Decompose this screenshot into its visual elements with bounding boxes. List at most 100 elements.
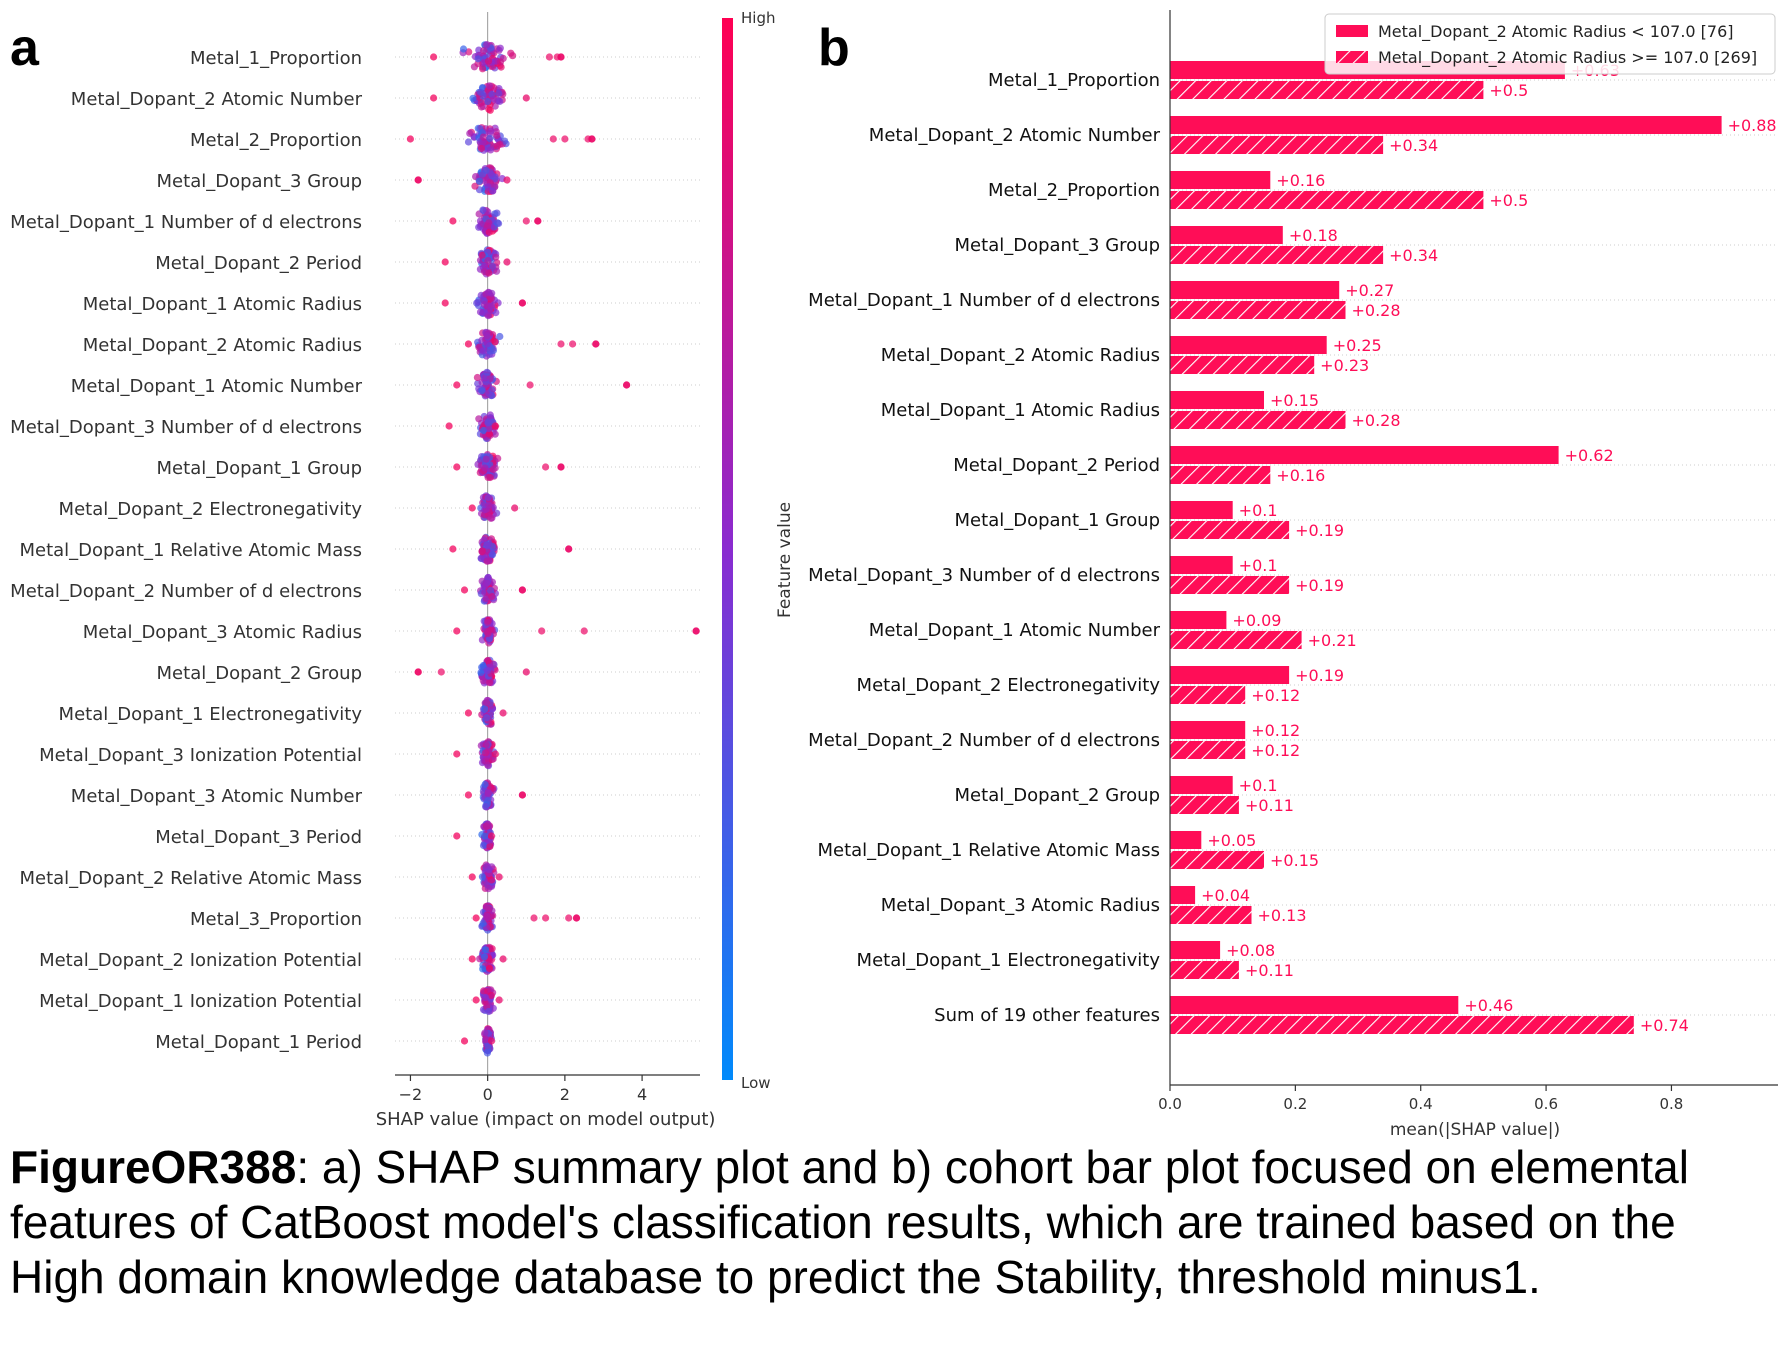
category-label: Metal_Dopant_2 Group bbox=[955, 785, 1160, 806]
category-label: Metal_Dopant_1 Number of d electrons bbox=[808, 290, 1160, 311]
shap-point bbox=[478, 873, 486, 881]
shap-point bbox=[466, 129, 474, 137]
shap-point bbox=[449, 217, 457, 225]
bar-cohort-2 bbox=[1170, 741, 1246, 759]
x-axis-label: SHAP value (impact on model output) bbox=[376, 1109, 716, 1130]
shap-point bbox=[486, 106, 494, 114]
shap-point bbox=[483, 862, 491, 870]
shap-point bbox=[486, 347, 494, 355]
shap-point bbox=[464, 340, 472, 348]
shap-point bbox=[484, 797, 492, 805]
shap-point bbox=[489, 551, 497, 559]
bar-value-label: +0.1 bbox=[1239, 776, 1278, 795]
bar-cohort-2 bbox=[1170, 466, 1271, 484]
category-label: Metal_Dopant_1 Atomic Number bbox=[869, 620, 1161, 641]
shap-outlier-point bbox=[557, 463, 565, 471]
bar-value-label: +0.19 bbox=[1295, 666, 1344, 685]
shap-point bbox=[468, 955, 476, 963]
category-label: Metal_Dopant_2 Electronegativity bbox=[857, 675, 1161, 696]
shap-point bbox=[479, 919, 487, 928]
shap-point bbox=[489, 187, 497, 195]
shap-point bbox=[481, 946, 489, 954]
shap-point bbox=[482, 455, 490, 463]
shap-outlier-point bbox=[557, 340, 565, 348]
bar-cohort-2 bbox=[1170, 686, 1246, 704]
shap-point bbox=[484, 419, 492, 427]
shap-point bbox=[453, 381, 461, 389]
shap-point bbox=[483, 557, 491, 565]
shap-point bbox=[475, 177, 483, 185]
shap-point bbox=[488, 289, 496, 297]
shap-point bbox=[487, 586, 495, 595]
feature-label: Metal_Dopant_1 Electronegativity bbox=[59, 704, 363, 725]
shap-point bbox=[484, 761, 492, 769]
shap-outlier-point bbox=[518, 586, 527, 594]
shap-outlier-point bbox=[572, 914, 581, 922]
shap-point bbox=[459, 45, 468, 53]
feature-label: Metal_Dopant_3 Atomic Number bbox=[71, 786, 363, 807]
shap-point bbox=[488, 876, 496, 884]
bar-value-label: +0.34 bbox=[1389, 136, 1438, 155]
shap-point bbox=[453, 463, 461, 471]
shap-point bbox=[496, 44, 504, 52]
shap-point bbox=[482, 993, 490, 1002]
shap-point bbox=[496, 97, 504, 105]
shap-point bbox=[476, 308, 485, 316]
category-label: Metal_Dopant_1 Group bbox=[955, 510, 1160, 531]
shap-point bbox=[480, 987, 488, 995]
shap-point bbox=[491, 422, 499, 430]
bar-value-label: +0.27 bbox=[1345, 281, 1394, 300]
shap-point bbox=[485, 302, 493, 310]
shap-point bbox=[472, 996, 480, 1004]
shap-point bbox=[453, 832, 461, 840]
shap-point bbox=[473, 373, 481, 382]
shap-point bbox=[499, 955, 507, 963]
shap-point bbox=[487, 986, 495, 994]
shap-point bbox=[483, 714, 491, 722]
shap-point bbox=[480, 47, 488, 55]
shap-outlier-point bbox=[530, 914, 538, 922]
shap-point bbox=[485, 82, 493, 90]
shap-outlier-point bbox=[557, 53, 565, 61]
category-label: Metal_1_Proportion bbox=[988, 70, 1160, 91]
bar-cohort-1 bbox=[1170, 556, 1233, 574]
shap-point bbox=[483, 41, 491, 49]
shap-point bbox=[484, 493, 492, 502]
bar-cohort-2 bbox=[1170, 796, 1239, 814]
shap-point bbox=[482, 699, 490, 707]
shap-point bbox=[487, 832, 496, 840]
shap-outlier-point bbox=[692, 627, 700, 635]
shap-point bbox=[469, 94, 477, 102]
shap-point bbox=[486, 842, 494, 851]
shap-point bbox=[482, 749, 490, 757]
shap-outlier-point bbox=[623, 381, 631, 389]
shap-point bbox=[495, 996, 503, 1004]
bar-cohort-2 bbox=[1170, 411, 1346, 429]
shap-point bbox=[496, 58, 505, 66]
shap-point bbox=[487, 295, 495, 303]
legend-swatch-cohort-1 bbox=[1336, 25, 1368, 37]
shap-point bbox=[479, 841, 488, 850]
bar-cohort-2 bbox=[1170, 521, 1290, 539]
bar-value-label: +0.18 bbox=[1289, 226, 1338, 245]
shap-point bbox=[485, 228, 493, 236]
shap-point bbox=[430, 94, 438, 102]
shap-point bbox=[464, 791, 472, 799]
category-label: Metal_Dopant_3 Group bbox=[955, 235, 1160, 256]
bar-value-label: +0.62 bbox=[1565, 446, 1614, 465]
shap-point bbox=[480, 511, 489, 519]
shap-summary-plot: Metal_1_Proportion Metal_Dopant_2 Atomic … bbox=[10, 9, 795, 1130]
bar-cohort-2 bbox=[1170, 1016, 1634, 1034]
shap-point bbox=[481, 832, 489, 840]
shap-point bbox=[486, 964, 494, 973]
shap-point bbox=[488, 262, 497, 270]
shap-point bbox=[485, 1007, 493, 1016]
shap-point bbox=[484, 57, 493, 65]
bar-cohort-2 bbox=[1170, 851, 1264, 869]
shap-point bbox=[484, 789, 493, 797]
bar-cohort-1 bbox=[1170, 446, 1559, 464]
shap-point bbox=[484, 256, 492, 265]
shap-point bbox=[482, 741, 490, 749]
category-label: Metal_Dopant_1 Relative Atomic Mass bbox=[817, 840, 1160, 861]
feature-label: Metal_Dopant_1 Number of d electrons bbox=[10, 212, 362, 233]
